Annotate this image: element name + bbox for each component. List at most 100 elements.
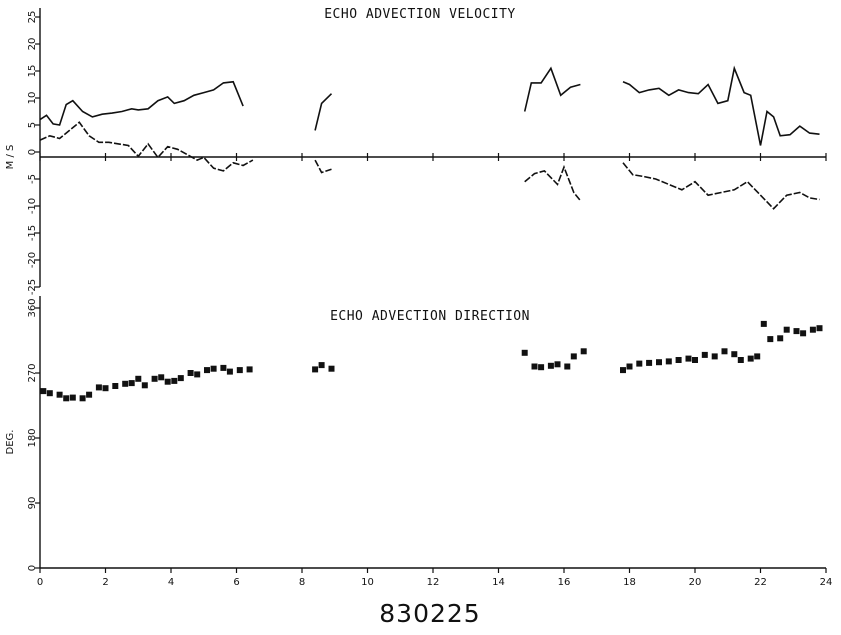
velocity-y-tick-label: 0 [27, 149, 38, 155]
direction-point [171, 377, 178, 384]
direction-point [731, 351, 738, 358]
direction-point [620, 367, 626, 374]
velocity-y-tick-label: -25 [27, 279, 38, 295]
direction-point [783, 326, 790, 333]
direction-points [40, 320, 823, 402]
direction-point [777, 335, 784, 342]
velocity-y-tick-label: 5 [27, 122, 38, 128]
direction-point [747, 355, 754, 362]
direction-y-tick-label: 90 [27, 497, 38, 510]
velocity-y-tick-label: 15 [27, 65, 38, 78]
direction-point [547, 362, 554, 369]
date-label: 830225 [379, 599, 480, 628]
direction-point [521, 349, 528, 356]
velocity-series-1-segment-3 [523, 66, 581, 112]
direction-point [685, 355, 692, 362]
direction-y-tick-label: 180 [27, 428, 38, 447]
direction-point [46, 390, 53, 397]
direction-x-tick-label: 6 [233, 577, 239, 588]
direction-point [246, 366, 253, 373]
direction-point [711, 353, 718, 360]
direction-point [580, 348, 587, 355]
velocity-series-2-segment-2 [314, 159, 332, 174]
direction-point [164, 378, 171, 385]
velocity-x-ticks [39, 153, 827, 161]
direction-point [151, 375, 158, 382]
velocity-series-2-segment-4 [622, 162, 820, 210]
direction-y-tick-label: 360 [27, 298, 38, 317]
velocity-series-1-segment-2 [314, 93, 333, 131]
direction-point [112, 383, 119, 389]
direction-point [210, 365, 217, 372]
direction-point [194, 371, 201, 378]
direction-point [95, 384, 102, 391]
velocity-series-1-segment-1 [39, 80, 244, 126]
direction-x-tick-label: 20 [689, 577, 702, 588]
direction-x-tick-label: 22 [754, 577, 767, 588]
velocity-y-tick-label: -5 [27, 174, 38, 184]
velocity-y-tick-label: -15 [27, 225, 38, 241]
direction-point [721, 348, 728, 355]
direction-point [158, 374, 165, 381]
direction-point [135, 375, 142, 382]
direction-point [793, 328, 800, 335]
direction-x-tick-label: 2 [102, 577, 108, 588]
direction-title: ECHO ADVECTION DIRECTION [330, 309, 530, 324]
velocity-series-1-segment-4 [622, 65, 820, 146]
direction-point [63, 395, 70, 402]
direction-y-label: DEG. [5, 430, 16, 455]
direction-point [626, 363, 633, 370]
direction-point [56, 391, 63, 398]
direction-x-tick-label: 18 [623, 577, 636, 588]
direction-x-tick-label: 14 [492, 577, 505, 588]
direction-point [564, 363, 571, 370]
direction-point [800, 330, 807, 337]
velocity-series-2-segment-1 [39, 121, 254, 172]
velocity-panel: ECHO ADVECTION VELOCITY -25 -20 -15 -10 -5 0 5… [5, 7, 827, 295]
velocity-title: ECHO ADVECTION VELOCITY [324, 7, 516, 22]
direction-point [809, 326, 816, 333]
direction-point [760, 320, 767, 327]
direction-point [220, 364, 227, 371]
direction-point [312, 366, 319, 373]
direction-y-tick-label: 0 [27, 565, 38, 571]
velocity-y-ticks: -25 -20 -15 -10 -5 0 5 10 15 20 25 [27, 11, 40, 295]
direction-point [318, 362, 325, 369]
velocity-y-tick-label: -10 [27, 198, 38, 214]
direction-point [656, 359, 662, 366]
direction-point [128, 380, 135, 387]
velocity-y-label: M / S [5, 145, 16, 170]
direction-x-tick-label: 24 [820, 577, 833, 588]
direction-point [646, 359, 653, 366]
direction-x-tick-label: 4 [168, 577, 174, 588]
direction-point [236, 367, 243, 374]
velocity-y-tick-label: 20 [27, 38, 38, 51]
direction-point [122, 380, 129, 387]
direction-point [737, 357, 744, 363]
direction-point [187, 370, 194, 376]
direction-point [701, 351, 708, 358]
direction-point [177, 375, 184, 382]
direction-point [531, 363, 538, 370]
velocity-y-tick-label: 25 [27, 11, 38, 24]
velocity-y-tick-label: 10 [27, 92, 38, 105]
direction-point [102, 385, 109, 392]
direction-point [226, 368, 233, 375]
direction-point [692, 357, 698, 363]
direction-point [69, 394, 76, 401]
direction-point [141, 382, 148, 389]
direction-x-tick-label: 10 [361, 577, 374, 588]
direction-point [636, 360, 643, 367]
direction-point [86, 391, 93, 398]
direction-x-tick-label: 12 [427, 577, 440, 588]
velocity-series [39, 65, 820, 210]
direction-point [538, 364, 545, 371]
direction-point [665, 358, 672, 365]
direction-point [675, 357, 682, 363]
direction-point [40, 388, 47, 395]
direction-x-tick-label: 0 [37, 577, 43, 588]
direction-point [816, 325, 823, 332]
direction-point [767, 336, 774, 343]
direction-x-tick-label: 8 [299, 577, 305, 588]
